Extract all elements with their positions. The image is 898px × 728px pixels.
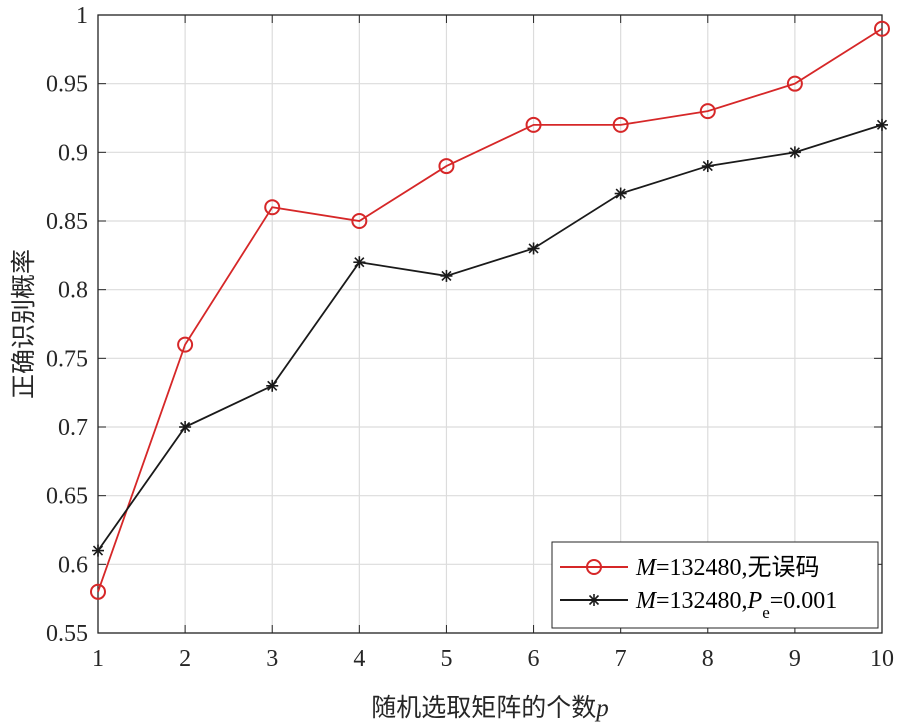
legend-label-series-1: M=132480,无误码 bbox=[635, 555, 820, 581]
x-tick-label: 7 bbox=[615, 646, 627, 672]
star-stroke bbox=[267, 380, 278, 391]
y-tick-label: 0.65 bbox=[46, 484, 88, 510]
data-point bbox=[266, 379, 279, 392]
legend-marker-series-1 bbox=[586, 559, 602, 575]
legend: M=132480,无误码 M=132480,Pe=0.001 bbox=[551, 541, 879, 629]
data-point bbox=[264, 199, 281, 216]
data-point bbox=[351, 213, 368, 229]
star-stroke bbox=[876, 119, 888, 130]
y-tick-label: 0.55 bbox=[46, 621, 88, 647]
y-tick-label: 0.85 bbox=[46, 209, 88, 235]
data-point bbox=[179, 421, 192, 433]
data-point bbox=[438, 158, 455, 175]
x-tick-label: 6 bbox=[528, 646, 540, 672]
data-point bbox=[788, 146, 801, 159]
legend-box bbox=[551, 541, 879, 629]
x-tick-label: 5 bbox=[440, 646, 452, 672]
x-tick-label: 10 bbox=[870, 646, 894, 672]
data-point bbox=[701, 160, 714, 173]
axis-ticks: 1 2 3 4 5 6 7 8 9 10 0.55 0.6 0.65 0.7 0.75 0.8 0.85 0.9 0… bbox=[46, 3, 894, 672]
legend-label-series-2: M=132480,Pe=0.001 bbox=[635, 588, 837, 622]
series-1 bbox=[90, 20, 890, 600]
data-point bbox=[90, 583, 106, 600]
y-tick-label: 1 bbox=[76, 3, 88, 29]
x-tick-label: 3 bbox=[266, 646, 278, 672]
star-stroke bbox=[789, 147, 800, 158]
data-point bbox=[786, 75, 803, 92]
data-point bbox=[92, 544, 104, 557]
star-stroke bbox=[354, 257, 365, 268]
data-point bbox=[612, 116, 629, 133]
x-tick-label: 8 bbox=[702, 646, 714, 672]
plot-area-frame bbox=[97, 14, 883, 634]
y-axis-label: 正确识别概率 bbox=[10, 249, 38, 399]
legend-item-series-1: M=132480,无误码 bbox=[560, 555, 820, 581]
y-tick-label: 0.95 bbox=[46, 72, 88, 98]
x-axis-label: 随机选取矩阵的个数p bbox=[371, 694, 609, 722]
data-point bbox=[177, 336, 194, 353]
data-point bbox=[353, 256, 366, 269]
y-tick-label: 0.9 bbox=[58, 140, 88, 166]
y-tick-label: 0.8 bbox=[58, 278, 88, 304]
y-tick-label: 0.75 bbox=[46, 346, 88, 372]
series-2 bbox=[92, 118, 888, 557]
data-point bbox=[876, 118, 888, 131]
data-point bbox=[699, 103, 716, 120]
x-tick-label: 9 bbox=[789, 646, 801, 672]
legend-marker-series-2 bbox=[588, 594, 600, 606]
x-tick-label: 1 bbox=[92, 646, 104, 672]
legend-item-series-2: M=132480,Pe=0.001 bbox=[560, 588, 837, 622]
star-stroke bbox=[441, 270, 452, 281]
star-stroke bbox=[702, 161, 713, 172]
star-stroke bbox=[588, 594, 600, 606]
legend-star bbox=[588, 594, 600, 606]
data-point bbox=[440, 269, 453, 282]
data-point bbox=[874, 20, 890, 37]
x-tick-label: 2 bbox=[179, 646, 191, 672]
y-tick-label: 0.6 bbox=[58, 552, 88, 578]
x-tick-label: 4 bbox=[353, 646, 365, 672]
series-line-2 bbox=[97, 124, 883, 552]
star-stroke bbox=[615, 188, 626, 199]
data-series bbox=[90, 20, 890, 600]
star-stroke bbox=[528, 243, 539, 254]
data-point bbox=[525, 116, 542, 133]
grid-lines bbox=[97, 14, 883, 634]
series-line-1 bbox=[97, 27, 883, 593]
data-point bbox=[614, 187, 627, 200]
y-tick-label: 0.7 bbox=[58, 415, 88, 441]
data-point bbox=[527, 242, 540, 255]
star-stroke bbox=[180, 421, 191, 433]
star-stroke bbox=[92, 545, 104, 556]
